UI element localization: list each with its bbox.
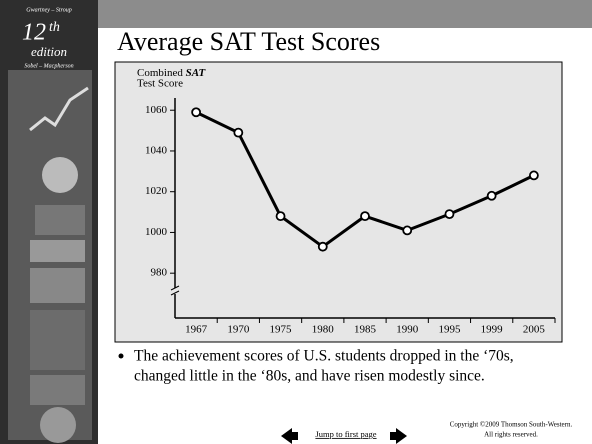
nav-arrow-right[interactable]: [390, 428, 407, 444]
y-axis-label-emphasis: SAT: [186, 67, 207, 79]
edition-suffix: th: [49, 20, 60, 35]
axis-break: [170, 285, 180, 291]
top-bar: [98, 0, 592, 28]
x-tick-label: 1985: [354, 324, 377, 336]
y-tick-label: 1000: [145, 226, 168, 238]
sidebar-factory: [30, 268, 85, 303]
bullet-text: The achievement scores of U.S. students …: [134, 348, 514, 365]
sidebar-pie: [42, 157, 78, 193]
bullet-dot: [118, 353, 124, 359]
axis-break-gap: [171, 288, 179, 294]
sidebar-animals: [35, 205, 85, 235]
y-tick-label: 1020: [145, 185, 168, 197]
y-axis-label-prefix: Combined: [137, 67, 183, 79]
data-point: [317, 241, 328, 252]
edition-number: 12: [22, 20, 46, 46]
y-tick-label: 1060: [145, 104, 168, 116]
chart-panel: [114, 61, 563, 343]
edition-word: edition: [31, 44, 67, 59]
data-point: [233, 127, 244, 138]
sidebar-graph: [29, 86, 89, 132]
sidebar-authors: Sobel – Macpherson: [24, 63, 73, 69]
data-point: [444, 209, 455, 220]
data-point: [275, 211, 286, 222]
x-tick-label: 1967: [185, 324, 208, 336]
plot: 980 1000 1020 1040 1060 1967 1970 1975 1980 1985 1…: [145, 98, 556, 336]
copyright: All rights reserved.: [484, 431, 538, 439]
x-tick-label: 1990: [396, 324, 419, 336]
y-axis-label: Combined SAT: [137, 67, 206, 79]
y-tick-label: 1040: [145, 144, 168, 156]
axis-break: [170, 290, 180, 296]
data-point: [528, 170, 539, 181]
sidebar-globe: [40, 407, 76, 443]
nav-arrow-left[interactable]: [281, 428, 298, 444]
data-point: [486, 190, 497, 201]
x-tick-label: 1995: [438, 324, 461, 336]
data-point: [402, 225, 413, 236]
x-tick-label: 1975: [270, 324, 293, 336]
x-tick-label: 1980: [312, 324, 335, 336]
sidebar-people: [30, 375, 85, 405]
sidebar-money: [30, 240, 85, 262]
sidebar-building: [30, 310, 85, 370]
x-tick-label: 1999: [481, 324, 504, 336]
data-point: [191, 107, 202, 118]
data-point: [360, 211, 370, 222]
bullet-text: changed little in the ‘80s, and have ris…: [134, 368, 485, 385]
slide-title: Average SAT Test Scores: [117, 27, 380, 56]
x-tick-label: 2005: [523, 324, 546, 336]
jump-link[interactable]: Jump to first page: [315, 429, 376, 439]
copyright: Copyright ©2009 Thomson South-Western.: [450, 421, 573, 429]
y-tick-label: 980: [151, 267, 168, 279]
x-tick-label: 1970: [227, 324, 250, 336]
y-axis-label: Test Score: [137, 78, 183, 90]
sidebar-authors: Gwartney – Stroup: [26, 7, 71, 13]
